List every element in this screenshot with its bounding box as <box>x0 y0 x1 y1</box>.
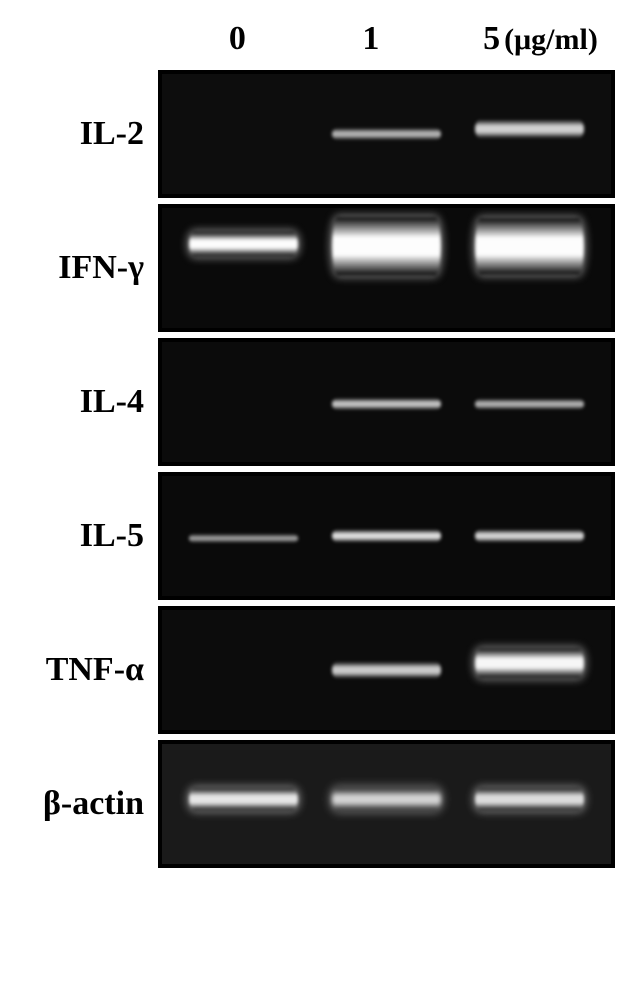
band <box>332 529 440 542</box>
band <box>332 788 440 810</box>
row-label-ifng: IFN-γ <box>10 249 150 287</box>
row-label-il4: IL-4 <box>10 383 150 421</box>
dose-5-label: 5 <box>431 20 502 58</box>
panel-il5 <box>158 472 615 600</box>
band <box>189 788 297 810</box>
lane <box>465 610 594 730</box>
lane <box>322 342 451 462</box>
dose-header-row: 0 1 5 (μg/ml) <box>158 20 615 64</box>
lane <box>465 476 594 596</box>
band <box>475 399 583 410</box>
lane <box>179 476 308 596</box>
lane <box>322 74 451 194</box>
dose-1-label: 1 <box>311 20 431 58</box>
lane <box>322 208 451 328</box>
lane <box>179 610 308 730</box>
dose-unit-label: (μg/ml) <box>502 23 609 57</box>
panel-ifng <box>158 204 615 332</box>
gel-figure: 0 1 5 (μg/ml) IL-2 IFN-γ IL-4 IL-5 TNF-α… <box>10 20 615 868</box>
band <box>189 534 297 542</box>
row-label-il2: IL-2 <box>10 115 150 153</box>
lane <box>179 342 308 462</box>
panel-tnfa <box>158 606 615 734</box>
lane <box>179 208 308 328</box>
panel-il2 <box>158 70 615 198</box>
band <box>475 120 583 139</box>
band <box>189 232 297 256</box>
lane <box>179 74 308 194</box>
band <box>475 529 583 542</box>
lane <box>179 744 308 864</box>
lane <box>322 476 451 596</box>
lane <box>465 744 594 864</box>
band <box>332 662 440 679</box>
row-label-tnfa: TNF-α <box>10 651 150 689</box>
dose-0-label: 0 <box>164 20 311 58</box>
panel-actin <box>158 740 615 868</box>
row-label-actin: β-actin <box>10 785 150 823</box>
lane <box>322 610 451 730</box>
row-label-il5: IL-5 <box>10 517 150 555</box>
lane <box>465 342 594 462</box>
lane <box>465 74 594 194</box>
band <box>332 128 440 140</box>
band <box>475 788 583 810</box>
band <box>475 648 583 677</box>
panel-il4 <box>158 338 615 466</box>
lane <box>322 744 451 864</box>
band <box>475 219 583 274</box>
band <box>332 398 440 410</box>
band <box>332 218 440 276</box>
lane <box>465 208 594 328</box>
